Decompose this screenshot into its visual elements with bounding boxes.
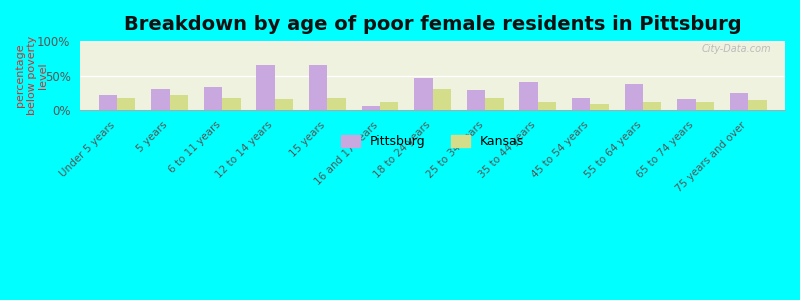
Bar: [170, 95, 188, 110]
Bar: [519, 82, 538, 110]
Title: Breakdown by age of poor female residents in Pittsburg: Breakdown by age of poor female resident…: [124, 15, 742, 34]
Bar: [590, 104, 609, 110]
Bar: [625, 84, 643, 110]
Bar: [204, 87, 222, 110]
Y-axis label: percentage
below poverty
level: percentage below poverty level: [15, 36, 48, 115]
Bar: [730, 93, 748, 110]
Bar: [748, 100, 766, 110]
Text: City-Data.com: City-Data.com: [702, 44, 771, 54]
Bar: [433, 89, 451, 110]
Bar: [486, 98, 504, 110]
Bar: [695, 102, 714, 110]
Bar: [98, 95, 117, 110]
Bar: [80, 41, 785, 110]
Legend: Pittsburg, Kansas: Pittsburg, Kansas: [337, 130, 529, 153]
Bar: [275, 99, 294, 110]
Bar: [467, 90, 486, 110]
Bar: [572, 98, 590, 110]
Bar: [327, 98, 346, 110]
Bar: [117, 98, 135, 110]
Bar: [414, 78, 433, 110]
Bar: [309, 65, 327, 110]
Bar: [151, 89, 170, 110]
Bar: [257, 65, 275, 110]
Bar: [643, 102, 662, 110]
Bar: [380, 102, 398, 110]
Bar: [538, 102, 556, 110]
Bar: [362, 106, 380, 110]
Bar: [222, 98, 241, 110]
Bar: [677, 99, 695, 110]
